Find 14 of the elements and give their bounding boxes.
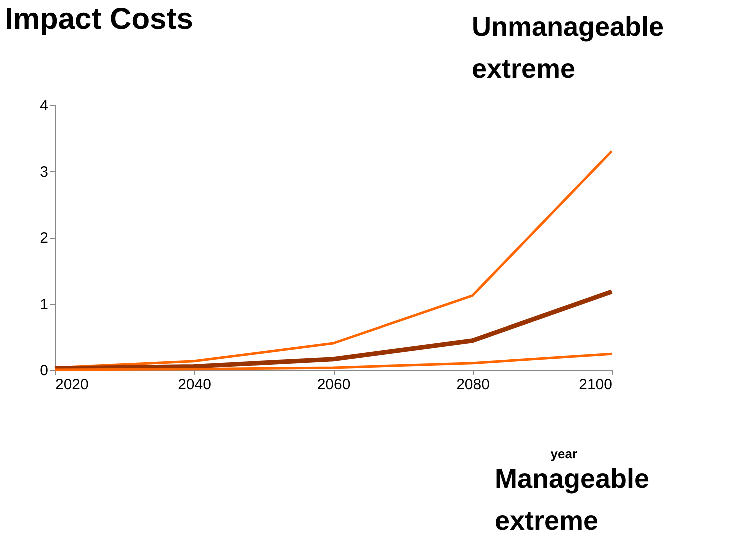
- x-tick-label: 2080: [456, 376, 490, 394]
- chart-title: Impact Costs: [5, 3, 194, 36]
- text: Unmanageable extreme: [472, 12, 664, 84]
- x-tick-label: 2060: [317, 376, 351, 394]
- x-axis-title: year: [550, 446, 578, 462]
- y-tick-label: 0: [40, 362, 48, 380]
- text: Manageable extreme: [495, 464, 650, 536]
- y-tick-label: 3: [40, 164, 48, 181]
- x-tick-label: 2020: [56, 376, 89, 394]
- y-tick-label: 1: [40, 296, 48, 314]
- x-tick-label: 2100: [579, 376, 612, 394]
- x-tick-label: 2040: [178, 376, 212, 394]
- y-tick-label: 2: [40, 230, 48, 247]
- y-tick-label: 4: [40, 98, 48, 114]
